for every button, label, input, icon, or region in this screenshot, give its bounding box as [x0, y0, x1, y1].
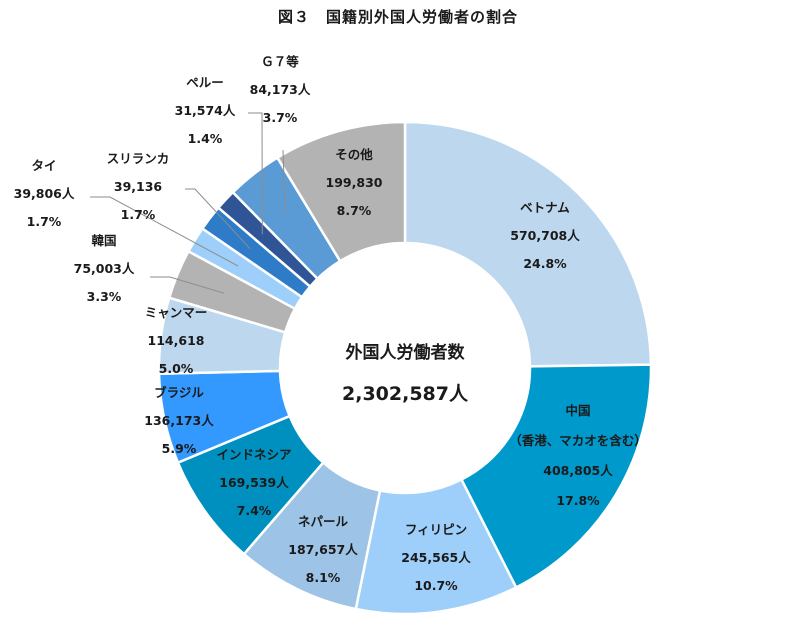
slice-label-value: 187,657人: [288, 542, 358, 557]
center-total: 2,302,587人: [342, 383, 469, 405]
slice-label-value: 39,136: [114, 179, 163, 194]
slice-label-value: 169,539人: [219, 475, 289, 490]
slice-label-name: インドネシア: [216, 447, 291, 462]
slice-label-percent: 1.7%: [27, 214, 62, 229]
slice-label-percent: 3.3%: [87, 289, 122, 304]
slice-label-percent: 10.7%: [414, 578, 458, 593]
slice-label-name: 韓国: [91, 233, 116, 248]
slice-label-percent: 1.4%: [188, 131, 223, 146]
donut-slice: [403, 120, 653, 368]
slice-label-value: 39,806人: [14, 186, 75, 201]
slice-label-percent: 3.7%: [263, 110, 298, 125]
slice-label-percent: 17.8%: [556, 493, 600, 508]
slice-label-value: 199,830: [326, 175, 383, 190]
slice-label-name: ネパール: [298, 514, 349, 529]
slice-label-name: ペルー: [186, 75, 224, 90]
slice-label-value: 84,173人: [250, 82, 311, 97]
slice-label-value: 114,618: [148, 333, 205, 348]
slice-label-name: ブラジル: [154, 385, 204, 400]
slice-label-name: Ｇ７等: [261, 54, 299, 69]
slice-label-percent: 7.4%: [237, 503, 272, 518]
slice-label-name: ベトナム: [520, 200, 570, 215]
leader-lines: [90, 112, 286, 294]
slice-label-percent: 5.9%: [162, 441, 197, 456]
slice-label-name: ミャンマー: [145, 305, 208, 320]
slice-label-name: フィリピン: [405, 522, 467, 537]
slice-label-name: その他: [335, 147, 373, 162]
leader-line: [282, 149, 286, 214]
slice-label-percent: 8.1%: [306, 570, 341, 585]
leader-line: [248, 112, 263, 235]
slice-label-percent: 8.7%: [337, 203, 372, 218]
slice-label-percent: 24.8%: [523, 256, 567, 271]
donut-slices: [157, 120, 653, 616]
slice-label-note: （香港、マカオを含む）: [509, 433, 647, 448]
slice-label-value: 408,805人: [543, 463, 613, 478]
slice-label-value: 136,173人: [144, 413, 214, 428]
slice-label-name: スリランカ: [107, 151, 170, 166]
slice-labels: ベトナム 570,708人 24.8% 中国 （香港、マカオを含む） 408,805人 17…: [14, 54, 647, 593]
donut-slice: [459, 363, 653, 590]
slice-label-value: 75,003人: [74, 261, 135, 276]
leader-line: [150, 276, 225, 294]
chart-title: 図３ 国籍別外国人労働者の割合: [277, 8, 518, 26]
slice-label-value: 245,565人: [401, 550, 471, 565]
center-label: 外国人労働者数: [346, 342, 466, 363]
leader-line: [90, 196, 239, 267]
leader-line: [185, 188, 251, 250]
slice-label-percent: 1.7%: [121, 207, 156, 222]
slice-label-value: 31,574人: [175, 103, 236, 118]
slice-label-name: タイ: [31, 158, 56, 173]
slice-label-name: 中国: [565, 403, 590, 418]
slice-label-percent: 5.0%: [159, 361, 194, 376]
slice-label-value: 570,708人: [510, 228, 580, 243]
donut-slice: [275, 120, 407, 263]
